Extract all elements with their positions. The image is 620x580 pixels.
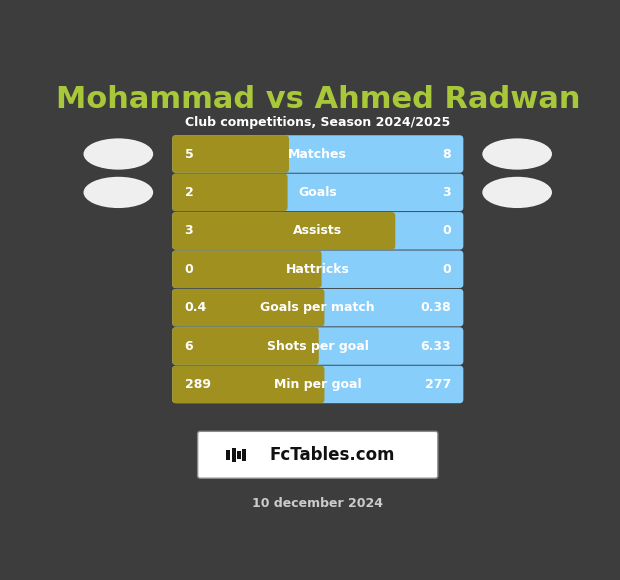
Text: 0: 0 [442, 224, 451, 237]
Text: 0: 0 [442, 263, 451, 276]
Ellipse shape [482, 177, 552, 208]
FancyBboxPatch shape [242, 448, 246, 461]
FancyBboxPatch shape [172, 173, 463, 211]
Text: 2: 2 [185, 186, 193, 199]
Text: Assists: Assists [293, 224, 342, 237]
Text: 8: 8 [442, 147, 451, 161]
Text: Goals: Goals [298, 186, 337, 199]
FancyBboxPatch shape [172, 289, 324, 327]
Text: Matches: Matches [288, 147, 347, 161]
Text: Club competitions, Season 2024/2025: Club competitions, Season 2024/2025 [185, 117, 450, 129]
Text: 0.38: 0.38 [420, 301, 451, 314]
Ellipse shape [84, 177, 153, 208]
Text: Mohammad vs Ahmed Radwan: Mohammad vs Ahmed Radwan [56, 85, 580, 114]
Text: 5: 5 [185, 147, 193, 161]
Text: 6: 6 [185, 339, 193, 353]
Text: 289: 289 [185, 378, 211, 391]
FancyBboxPatch shape [172, 212, 396, 249]
FancyBboxPatch shape [172, 251, 322, 288]
FancyBboxPatch shape [237, 451, 241, 459]
Text: 277: 277 [425, 378, 451, 391]
FancyBboxPatch shape [172, 289, 463, 327]
FancyBboxPatch shape [172, 212, 463, 249]
FancyBboxPatch shape [172, 327, 463, 365]
Ellipse shape [84, 139, 153, 169]
Text: 3: 3 [442, 186, 451, 199]
FancyBboxPatch shape [172, 251, 463, 288]
Text: Min per goal: Min per goal [274, 378, 361, 391]
Text: FcTables.com: FcTables.com [270, 446, 395, 464]
FancyBboxPatch shape [172, 366, 324, 403]
FancyBboxPatch shape [172, 366, 463, 403]
Text: 0.4: 0.4 [185, 301, 207, 314]
FancyBboxPatch shape [172, 135, 289, 173]
Text: Hattricks: Hattricks [286, 263, 350, 276]
Text: Goals per match: Goals per match [260, 301, 375, 314]
FancyBboxPatch shape [198, 432, 438, 478]
Text: Shots per goal: Shots per goal [267, 339, 369, 353]
Text: 3: 3 [185, 224, 193, 237]
Text: 10 december 2024: 10 december 2024 [252, 497, 383, 510]
FancyBboxPatch shape [232, 448, 236, 462]
FancyBboxPatch shape [172, 173, 288, 211]
Ellipse shape [482, 139, 552, 169]
Text: 0: 0 [185, 263, 193, 276]
FancyBboxPatch shape [172, 327, 319, 365]
FancyBboxPatch shape [172, 135, 463, 173]
FancyBboxPatch shape [226, 450, 230, 460]
Text: 6.33: 6.33 [420, 339, 451, 353]
